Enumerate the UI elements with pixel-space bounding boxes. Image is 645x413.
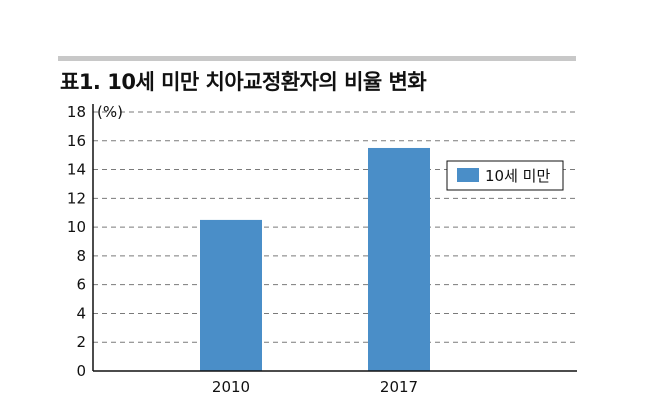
bar-2017 (368, 147, 430, 371)
axes (92, 104, 577, 372)
chart-title: 표1. 10세 미만 치아교정환자의 비율 변화 (60, 70, 427, 94)
bars (200, 147, 430, 371)
y-tick-label: 16 (67, 132, 86, 150)
x-tick-label: 2010 (212, 378, 250, 396)
title-rule (58, 56, 576, 61)
y-tick-label: 0 (76, 362, 86, 380)
legend-label: 10세 미만 (485, 167, 550, 185)
grid-lines (93, 111, 577, 343)
x-tick-label: 2017 (380, 378, 418, 396)
y-tick-label: 8 (76, 247, 86, 265)
y-tick-label: 18 (67, 103, 86, 121)
y-tick-label: 12 (67, 189, 86, 207)
x-tick-labels: 2010 2017 (212, 378, 418, 396)
legend-swatch (457, 168, 479, 182)
y-tick-labels: 0 2 4 6 8 10 12 14 16 18 (67, 103, 86, 380)
y-tick-label: 14 (67, 161, 86, 179)
y-tick-label: 10 (67, 218, 86, 236)
y-unit-label: (%) (97, 103, 123, 121)
y-tick-label: 6 (76, 276, 86, 294)
y-tick-label: 4 (76, 304, 86, 322)
legend: 10세 미만 (446, 160, 564, 191)
bar-2010 (200, 219, 262, 371)
y-tick-label: 2 (76, 333, 86, 351)
